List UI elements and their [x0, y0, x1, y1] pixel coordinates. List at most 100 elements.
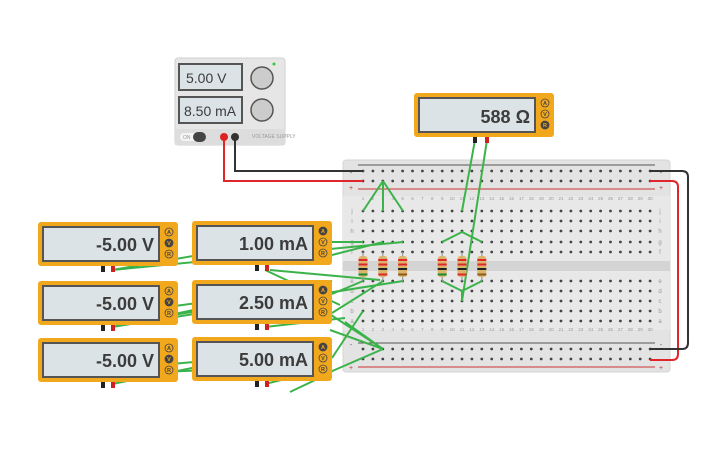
hole[interactable]: [391, 299, 395, 303]
hole[interactable]: [361, 299, 365, 303]
mode-r-button[interactable]: [540, 120, 550, 130]
rail-hole[interactable]: [480, 347, 484, 351]
hole[interactable]: [609, 299, 612, 303]
hole[interactable]: [450, 250, 454, 254]
hole[interactable]: [520, 319, 523, 323]
hole[interactable]: [421, 229, 424, 233]
rail-hole[interactable]: [371, 169, 375, 173]
mode-r-button[interactable]: [318, 307, 328, 317]
hole[interactable]: [381, 309, 385, 313]
rail-hole[interactable]: [450, 169, 454, 173]
hole[interactable]: [520, 299, 523, 303]
rail-hole[interactable]: [609, 169, 612, 173]
hole[interactable]: [609, 219, 612, 223]
rail-hole[interactable]: [460, 357, 464, 361]
hole[interactable]: [480, 209, 484, 213]
rail-hole[interactable]: [421, 357, 424, 361]
red-probe[interactable]: [265, 324, 269, 330]
rail-hole[interactable]: [440, 347, 444, 351]
hole[interactable]: [628, 240, 632, 244]
hole[interactable]: [579, 279, 583, 283]
hole[interactable]: [628, 250, 632, 254]
hole[interactable]: [529, 250, 533, 254]
hole[interactable]: [648, 240, 652, 244]
rail-hole[interactable]: [520, 169, 523, 173]
hole[interactable]: [648, 289, 652, 293]
hole[interactable]: [381, 229, 385, 233]
hole[interactable]: [480, 309, 484, 313]
mode-v-button[interactable]: [540, 109, 550, 119]
rail-hole[interactable]: [520, 357, 523, 361]
hole[interactable]: [539, 250, 543, 254]
rail-hole[interactable]: [490, 347, 494, 351]
rail-hole[interactable]: [628, 357, 632, 361]
hole[interactable]: [599, 240, 602, 244]
hole[interactable]: [430, 289, 434, 293]
hole[interactable]: [421, 209, 424, 213]
rail-hole[interactable]: [529, 347, 533, 351]
mode-r-button[interactable]: [164, 308, 174, 318]
rail-hole[interactable]: [490, 179, 494, 183]
hole[interactable]: [500, 250, 503, 254]
hole[interactable]: [490, 219, 494, 223]
hole[interactable]: [371, 250, 375, 254]
hole[interactable]: [411, 229, 414, 233]
hole[interactable]: [529, 309, 533, 313]
rail-hole[interactable]: [460, 169, 464, 173]
hole[interactable]: [609, 279, 612, 283]
hole[interactable]: [648, 309, 652, 313]
hole[interactable]: [470, 219, 474, 223]
hole[interactable]: [381, 289, 385, 293]
hole[interactable]: [500, 229, 503, 233]
resistor[interactable]: [358, 252, 368, 281]
resistor[interactable]: [477, 252, 487, 281]
hole[interactable]: [520, 289, 523, 293]
hole[interactable]: [500, 219, 503, 223]
red-probe[interactable]: [265, 381, 269, 387]
hole[interactable]: [589, 319, 593, 323]
hole[interactable]: [421, 279, 424, 283]
hole[interactable]: [648, 229, 652, 233]
hole[interactable]: [529, 219, 533, 223]
red-probe[interactable]: [111, 325, 115, 331]
hole[interactable]: [559, 319, 563, 323]
hole[interactable]: [510, 289, 513, 293]
breadboard[interactable]: 1122334455667788991010111112121313141415…: [342, 159, 671, 373]
rail-hole[interactable]: [411, 357, 414, 361]
rail-hole[interactable]: [361, 347, 365, 351]
hole[interactable]: [648, 279, 652, 283]
hole[interactable]: [628, 209, 632, 213]
hole[interactable]: [619, 299, 622, 303]
rail-hole[interactable]: [510, 357, 513, 361]
hole[interactable]: [549, 250, 553, 254]
hole[interactable]: [371, 219, 375, 223]
rail-hole[interactable]: [470, 357, 474, 361]
resistor[interactable]: [398, 252, 408, 281]
rail-hole[interactable]: [510, 179, 513, 183]
rail-hole[interactable]: [500, 169, 503, 173]
rail-hole[interactable]: [549, 179, 553, 183]
hole[interactable]: [599, 219, 602, 223]
resistor[interactable]: [378, 252, 388, 281]
mode-v-button[interactable]: [318, 296, 328, 306]
hole[interactable]: [520, 209, 523, 213]
rail-hole[interactable]: [500, 347, 503, 351]
rail-hole[interactable]: [529, 169, 533, 173]
ammeter-3[interactable]: 5.00 mA AVR: [192, 337, 332, 387]
hole[interactable]: [500, 209, 503, 213]
hole[interactable]: [539, 279, 543, 283]
hole[interactable]: [619, 209, 622, 213]
hole[interactable]: [549, 229, 553, 233]
hole[interactable]: [569, 319, 573, 323]
hole[interactable]: [440, 209, 444, 213]
hole[interactable]: [579, 289, 583, 293]
hole[interactable]: [411, 279, 414, 283]
hole[interactable]: [371, 240, 375, 244]
rail-hole[interactable]: [579, 169, 583, 173]
rail-hole[interactable]: [628, 179, 632, 183]
hole[interactable]: [549, 279, 553, 283]
rail-hole[interactable]: [430, 347, 434, 351]
rail-hole[interactable]: [371, 357, 375, 361]
hole[interactable]: [421, 309, 424, 313]
